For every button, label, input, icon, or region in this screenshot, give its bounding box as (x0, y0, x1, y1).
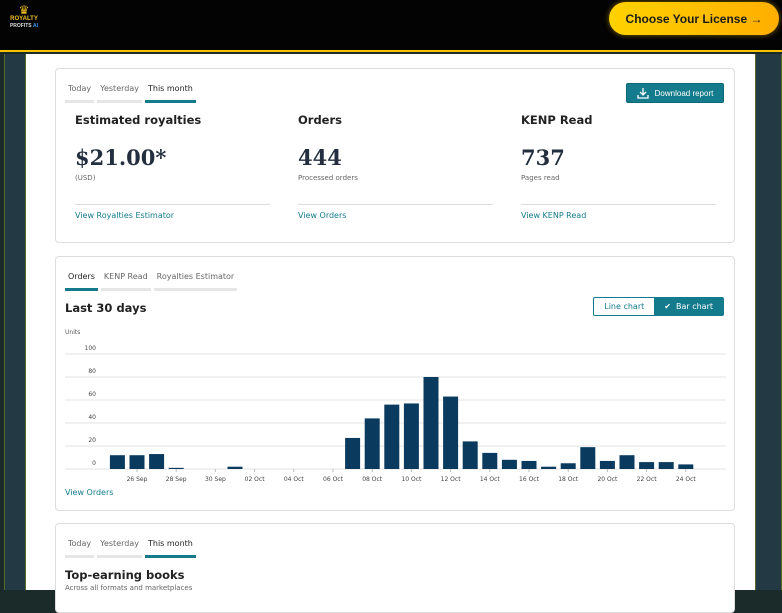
bar-08-Oct[interactable] (364, 418, 380, 469)
y-tick-label: 60 (88, 391, 96, 398)
x-tick-label: 04 Oct (284, 476, 305, 483)
top-books-card: Today Yesterday This month Top-earning boo… (55, 523, 735, 613)
bar-13-Oct[interactable] (462, 441, 478, 469)
check-icon: ✔ (664, 302, 671, 311)
bar-12-Oct[interactable] (443, 396, 459, 469)
tab-royalties-estimator[interactable]: Royalties Estimator (153, 272, 238, 291)
divider (521, 204, 716, 205)
bar-11-Oct[interactable] (423, 377, 439, 469)
x-tick-label: 14 Oct (480, 476, 501, 483)
bar-18-Oct[interactable] (560, 463, 576, 469)
metric-orders: Orders 444 Processed orders View Orders (298, 113, 493, 220)
metric-subtext: (USD) (75, 174, 96, 182)
x-tick-label: 30 Sep (205, 476, 226, 483)
chart-type-toggle: Line chart ✔ Bar chart (593, 297, 724, 316)
left-sidebar-strip (4, 54, 26, 590)
metric-kenp-read: KENP Read 737 Pages read View KENP Read (521, 113, 716, 220)
x-tick-label: 18 Oct (558, 476, 579, 483)
y-tick-label: 80 (88, 368, 96, 375)
top-books-title: Top-earning books (65, 568, 185, 582)
tab-this-month[interactable]: This month (144, 539, 196, 558)
metric-subtext: Processed orders (298, 174, 358, 182)
y-axis-label: Units (65, 329, 80, 336)
bar-28-Sep[interactable] (168, 467, 184, 469)
x-tick-label: 06 Oct (323, 476, 344, 483)
bar-07-Oct[interactable] (345, 437, 361, 469)
metric-link[interactable]: View KENP Read (521, 211, 587, 220)
bar-23-Oct[interactable] (658, 462, 674, 469)
summary-card: Today Yesterday This month Download report… (55, 68, 735, 243)
tab-kenp-read[interactable]: KENP Read (100, 272, 151, 291)
crown-icon: ♛ (18, 3, 30, 17)
tab-today[interactable]: Today (65, 539, 95, 558)
bar-25-Sep[interactable] (109, 455, 125, 469)
bar-24-Oct[interactable] (678, 464, 694, 469)
metric-value: 444 (298, 145, 342, 170)
bar-chart-button[interactable]: ✔ Bar chart (654, 298, 723, 315)
metric-value: $21.00* (75, 145, 167, 170)
bar-14-Oct[interactable] (482, 452, 498, 469)
tab-yesterday[interactable]: Yesterday (97, 539, 142, 558)
chart-title: Last 30 days (65, 301, 147, 315)
bar-26-Sep[interactable] (129, 455, 145, 469)
metric-value: 737 (521, 145, 565, 170)
x-tick-label: 22 Oct (637, 476, 658, 483)
metric-link[interactable]: View Orders (298, 211, 347, 220)
x-tick-label: 10 Oct (401, 476, 422, 483)
bar-15-Oct[interactable] (501, 459, 517, 469)
royalty-profits-logo[interactable]: ♛ ROYALTY PROFITS AI (9, 3, 39, 29)
tab-this-month[interactable]: This month (144, 84, 196, 103)
download-report-button[interactable]: Download report (626, 83, 724, 103)
divider (75, 204, 270, 205)
line-chart-button[interactable]: Line chart (604, 302, 645, 311)
x-tick-label: 20 Oct (597, 476, 618, 483)
download-icon (636, 87, 649, 99)
tab-orders[interactable]: Orders (65, 272, 98, 291)
tab-yesterday[interactable]: Yesterday (97, 84, 142, 103)
x-tick-label: 08 Oct (362, 476, 383, 483)
bar-21-Oct[interactable] (619, 455, 635, 469)
metric-subtext: Pages read (521, 174, 560, 182)
bar-10-Oct[interactable] (403, 403, 419, 469)
divider (298, 204, 493, 205)
metric-estimated-royalties: Estimated royalties $21.00* (USD) View R… (75, 113, 270, 220)
top-header: ♛ ROYALTY PROFITS AI Choose Your License… (0, 0, 782, 52)
bar-19-Oct[interactable] (580, 447, 596, 469)
bar-16-Oct[interactable] (521, 460, 537, 469)
x-tick-label: 16 Oct (519, 476, 540, 483)
x-tick-label: 28 Sep (166, 476, 187, 483)
bar-09-Oct[interactable] (384, 404, 400, 469)
y-tick-label: 0 (92, 460, 96, 467)
metric-title: KENP Read (521, 113, 593, 127)
y-tick-label: 20 (88, 437, 96, 444)
chart-card: Orders KENP Read Royalties Estimator Last … (55, 256, 735, 511)
y-tick-label: 40 (88, 414, 96, 421)
bar-22-Oct[interactable] (639, 462, 655, 469)
bar-20-Oct[interactable] (599, 460, 615, 469)
dashboard-main: Today Yesterday This month Download report… (26, 54, 755, 613)
y-tick-label: 100 (85, 345, 97, 352)
top-books-subtitle: Across all formats and marketplaces (65, 584, 193, 592)
metric-title: Estimated royalties (75, 113, 202, 127)
x-tick-label: 12 Oct (441, 476, 462, 483)
bar-27-Sep[interactable] (149, 454, 165, 469)
orders-bar-chart: Units 0 20 40 60 80 100 26 Sep 28 Sep 30 Sep 02 Oc… (65, 329, 726, 483)
bar-01-Oct[interactable] (227, 466, 243, 469)
metric-link[interactable]: View Royalties Estimator (75, 211, 175, 220)
tab-today[interactable]: Today (65, 84, 95, 103)
x-tick-label: 24 Oct (676, 476, 697, 483)
x-tick-label: 02 Oct (245, 476, 266, 483)
x-tick-label: 26 Sep (127, 476, 148, 483)
choose-license-button[interactable]: Choose Your License → (609, 2, 779, 35)
view-orders-chart-link[interactable]: View Orders (65, 488, 114, 497)
right-sidebar-strip (755, 54, 782, 590)
bar-17-Oct[interactable] (541, 466, 557, 469)
metric-title: Orders (298, 113, 342, 127)
